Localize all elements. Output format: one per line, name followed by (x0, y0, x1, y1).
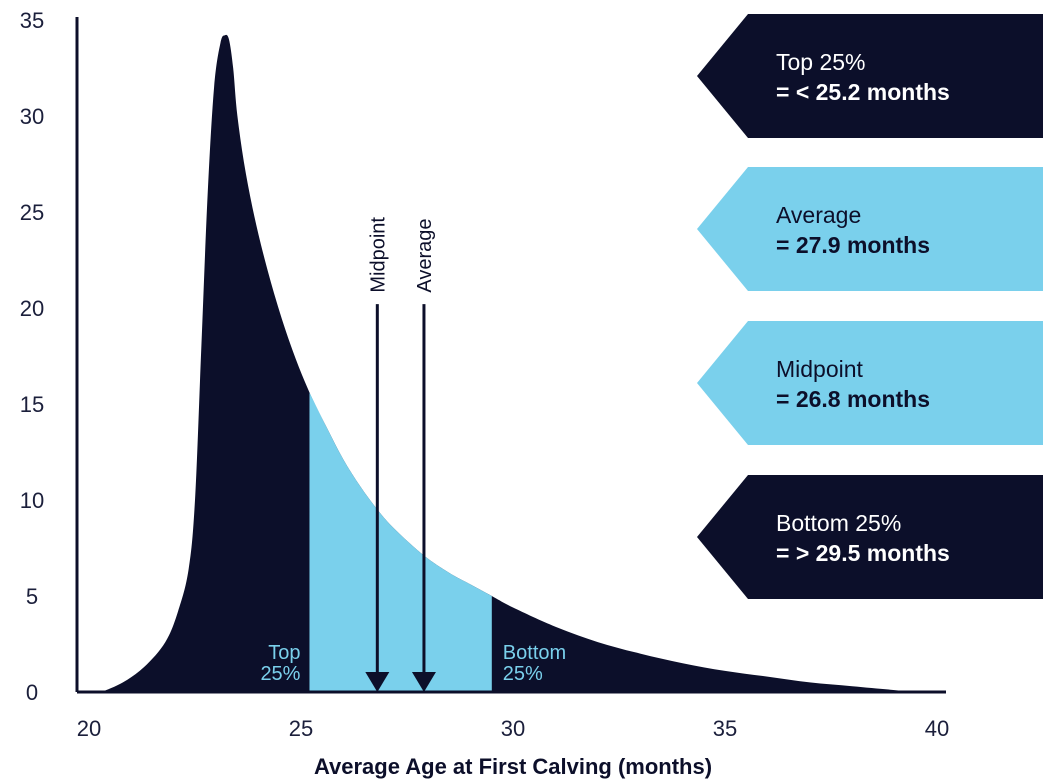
axes-layer (75, 17, 946, 694)
region-label-line: 25% (503, 663, 543, 685)
callout-label: Top 25% (776, 49, 866, 75)
region-label-line: Bottom (503, 642, 566, 664)
callout-shape (697, 321, 1043, 445)
distribution-area (101, 34, 916, 693)
callout-label: Average (776, 202, 861, 228)
marker-arrowhead (411, 672, 436, 692)
y-tick-label: 25 (20, 200, 44, 225)
region-label-0: Top 25% (260, 642, 300, 685)
region-label-line: Top (268, 642, 300, 664)
y-tick-label: 5 (26, 584, 38, 609)
callout-label: Bottom 25% (776, 510, 901, 536)
marker-arrowhead (365, 672, 390, 692)
highlight-area-layer (309, 392, 492, 692)
marker-layer: Midpoint Average (365, 217, 436, 692)
callout-value: = 27.9 months (776, 232, 930, 258)
highlight-region-0 (309, 392, 492, 692)
y-tick-label: 10 (20, 488, 44, 513)
callout-value: = < 25.2 months (776, 79, 950, 105)
callout-shape (697, 475, 1043, 599)
callout-midpoint: Midpoint = 26.8 months (697, 321, 1043, 445)
marker-label: Midpoint (367, 217, 389, 293)
y-tick-label: 35 (20, 8, 44, 33)
callout-value: = > 29.5 months (776, 540, 950, 566)
marker-average: Average (411, 218, 436, 692)
x-tick-label: 30 (501, 716, 525, 741)
x-tick-label: 35 (713, 716, 737, 741)
y-tick-label: 15 (20, 392, 44, 417)
callout-value: = 26.8 months (776, 386, 930, 412)
x-tick-label: 20 (77, 716, 101, 741)
callout-average: Average = 27.9 months (697, 167, 1043, 291)
callout-top-25: Top 25% = < 25.2 months (697, 14, 1043, 138)
x-tick-labels: 20 25 30 35 40 (77, 716, 949, 741)
region-label-line: 25% (260, 663, 300, 685)
callout-shape (697, 14, 1043, 138)
callout-bottom-25: Bottom 25% = > 29.5 months (697, 475, 1043, 599)
callout-layer: Top 25% = < 25.2 months Average = 27.9 mont… (697, 14, 1043, 599)
region-label-1: Bottom 25% (503, 642, 566, 685)
y-tick-labels: 0 5 10 15 20 25 30 35 (20, 8, 44, 705)
y-tick-label: 20 (20, 296, 44, 321)
y-tick-label: 30 (20, 104, 44, 129)
marker-midpoint: Midpoint (365, 217, 390, 692)
region-label-layer: Top 25%Bottom 25% (260, 642, 566, 685)
y-tick-label: 0 (26, 680, 38, 705)
x-tick-label: 40 (925, 716, 949, 741)
callout-label: Midpoint (776, 356, 864, 382)
marker-label: Average (414, 218, 436, 292)
callout-shape (697, 167, 1043, 291)
x-axis-title: Average Age at First Calving (months) (314, 754, 712, 779)
x-tick-label: 25 (289, 716, 313, 741)
dark-area-layer (101, 34, 916, 693)
